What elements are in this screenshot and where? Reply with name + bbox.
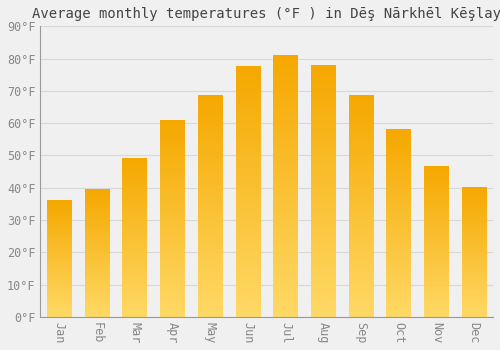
Title: Average monthly temperatures (°F ) in Dēş Nārkhēl Kēşlay: Average monthly temperatures (°F ) in Dē… <box>32 7 500 21</box>
